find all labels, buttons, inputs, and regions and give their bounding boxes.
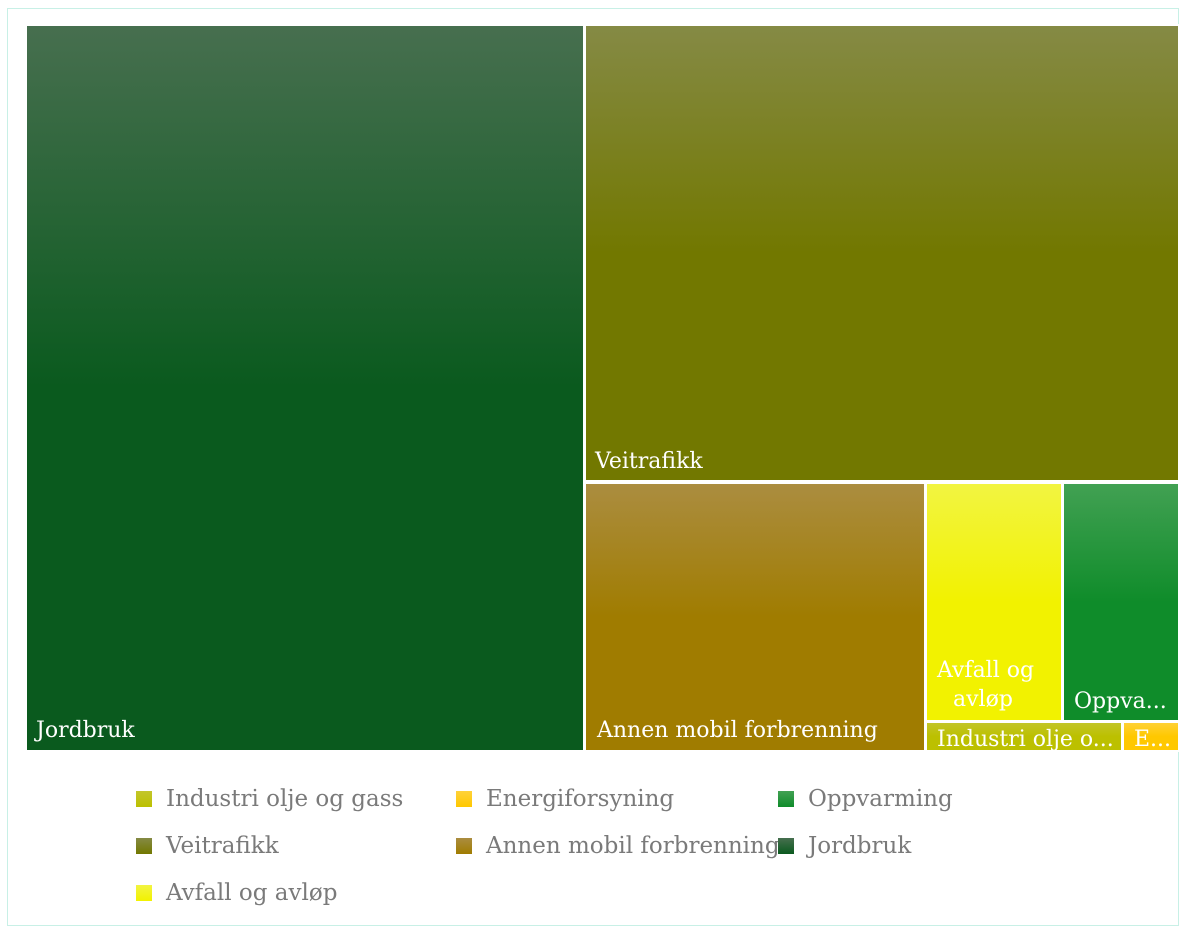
- legend: Industri olje og gass Energiforsyning Oppv…: [136, 785, 996, 907]
- legend-label: Veitrafikk: [166, 833, 279, 859]
- treemap-label: Industri olje o...: [937, 727, 1114, 752]
- treemap-label: E...: [1134, 727, 1171, 752]
- legend-swatch: [136, 838, 152, 854]
- treemap-tile-veitrafikk[interactable]: [584, 24, 1180, 482]
- legend-item[interactable]: Energiforsyning: [456, 785, 778, 813]
- legend-label: Industri olje og gass: [166, 786, 404, 812]
- treemap-tile-oppvarming[interactable]: [1062, 482, 1180, 722]
- legend-item[interactable]: Veitrafikk: [136, 832, 456, 860]
- legend-label: Jordbruk: [808, 833, 912, 859]
- legend-swatch: [136, 885, 152, 901]
- treemap-tile-jordbruk[interactable]: [25, 24, 585, 752]
- legend-item[interactable]: Avfall og avløp: [136, 879, 456, 907]
- legend-label: Avfall og avløp: [166, 880, 338, 906]
- treemap-tile-annen-mobil-forbrenning[interactable]: [584, 482, 926, 752]
- treemap-tile-industri-olje-og-gass[interactable]: [925, 721, 1123, 752]
- legend-swatch: [778, 838, 794, 854]
- treemap-tile-energiforsyning[interactable]: [1122, 721, 1180, 752]
- legend-item[interactable]: Oppvarming: [778, 785, 978, 813]
- treemap-label: Veitrafikk: [594, 449, 703, 474]
- legend-label: Oppvarming: [808, 786, 953, 812]
- chart-frame: Jordbruk Veitrafikk Annen mobil forbrennin…: [7, 8, 1180, 926]
- treemap-label: Oppva...: [1074, 689, 1167, 714]
- treemap-label: Annen mobil forbrenning: [596, 718, 878, 743]
- legend-item[interactable]: Annen mobil forbrenning: [456, 832, 780, 860]
- treemap-label: Avfall og avløp: [936, 658, 1034, 712]
- legend-item[interactable]: Industri olje og gass: [136, 785, 456, 813]
- legend-swatch: [136, 791, 152, 807]
- legend-swatch: [778, 791, 794, 807]
- legend-swatch: [456, 838, 472, 854]
- treemap-chart: Jordbruk Veitrafikk Annen mobil forbrennin…: [25, 24, 1180, 752]
- legend-label: Energiforsyning: [486, 786, 675, 812]
- treemap-tile-avfall-og-avløp[interactable]: [925, 482, 1063, 722]
- legend-label: Annen mobil forbrenning: [486, 833, 780, 859]
- legend-item[interactable]: Jordbruk: [778, 832, 978, 860]
- treemap-label: Jordbruk: [34, 718, 135, 743]
- legend-swatch: [456, 791, 472, 807]
